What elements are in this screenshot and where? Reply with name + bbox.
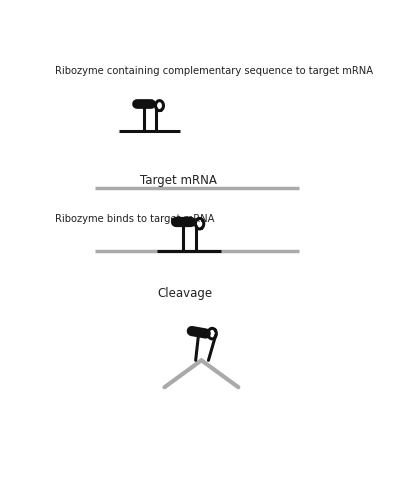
Text: Ribozyme containing complementary sequence to target mRNA: Ribozyme containing complementary sequen… bbox=[55, 66, 373, 76]
Text: Cleavage: Cleavage bbox=[157, 287, 212, 300]
Text: Target mRNA: Target mRNA bbox=[141, 174, 217, 186]
Text: Ribozyme binds to target mRNA: Ribozyme binds to target mRNA bbox=[55, 214, 215, 224]
